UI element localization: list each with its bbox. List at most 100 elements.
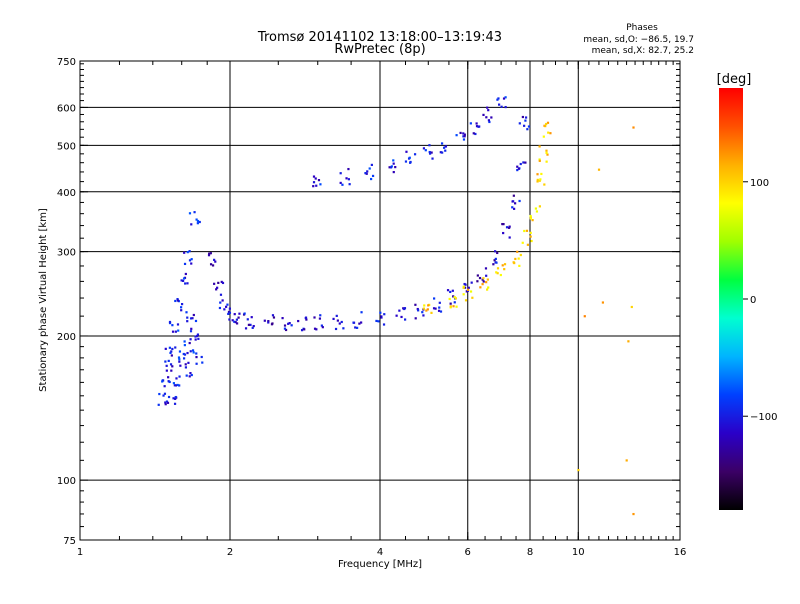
data-point [218, 306, 222, 310]
data-point [379, 311, 382, 314]
data-point [267, 321, 270, 324]
data-point [464, 283, 467, 286]
data-point [297, 319, 300, 323]
data-point [482, 113, 485, 117]
data-point [497, 97, 500, 100]
data-point [169, 363, 173, 366]
data-point [395, 314, 398, 317]
data-point [284, 328, 288, 332]
data-point [182, 357, 186, 360]
data-point [335, 314, 338, 317]
data-point [225, 305, 228, 308]
data-point [427, 304, 430, 307]
data-point [194, 319, 198, 323]
colorbar [719, 88, 743, 510]
data-point [371, 174, 375, 178]
data-point [213, 282, 216, 285]
data-point [400, 315, 403, 319]
data-point [416, 307, 419, 311]
data-point [183, 344, 186, 347]
data-point [221, 281, 225, 285]
data-point [208, 252, 211, 255]
data-point [444, 145, 447, 148]
data-point [630, 305, 633, 309]
data-point [283, 324, 287, 327]
colorbar-ticks: 100 0 −100 [743, 178, 777, 423]
data-point [526, 243, 529, 246]
x-tick-label: 1 [77, 547, 83, 558]
data-point [163, 385, 166, 388]
data-point [496, 272, 499, 275]
data-point [547, 131, 550, 134]
data-point [223, 308, 226, 311]
data-point [164, 403, 167, 406]
data-point [522, 161, 525, 164]
data-point [157, 403, 160, 406]
data-point [375, 319, 378, 323]
data-point [481, 278, 484, 281]
series-group [422, 121, 552, 314]
data-point [207, 254, 211, 257]
data-point [360, 321, 363, 324]
data-point [426, 308, 429, 311]
data-point [425, 309, 428, 312]
data-point [184, 272, 187, 276]
data-point [508, 225, 511, 228]
data-point [530, 239, 533, 243]
data-point [171, 365, 174, 368]
data-point [193, 211, 196, 214]
data-point [382, 323, 386, 326]
data-point [388, 166, 391, 169]
data-point [195, 362, 198, 365]
data-point [542, 135, 545, 138]
data-point [179, 306, 183, 309]
data-point [166, 401, 170, 404]
data-point [165, 400, 169, 403]
data-point [482, 280, 485, 283]
data-point [451, 289, 454, 292]
data-point [475, 122, 478, 125]
data-point [189, 317, 193, 320]
data-point [495, 261, 498, 264]
data-point [403, 318, 407, 321]
data-point [360, 311, 363, 314]
data-point [348, 183, 351, 186]
data-point [168, 346, 171, 349]
data-point [517, 257, 520, 260]
data-point [167, 395, 171, 399]
data-point [179, 364, 182, 367]
colorbar-tick-label: 0 [750, 295, 756, 306]
data-point [485, 116, 488, 119]
data-point [597, 168, 601, 171]
data-point [178, 384, 181, 387]
data-point [174, 397, 177, 400]
data-point [180, 309, 183, 312]
data-point [474, 132, 477, 136]
data-point [486, 288, 489, 291]
x-tick-label: 16 [674, 547, 687, 558]
data-point [183, 353, 187, 356]
data-point [518, 122, 521, 125]
data-point [172, 397, 175, 400]
data-point [583, 315, 586, 318]
data-point [536, 178, 539, 181]
data-point [454, 297, 457, 300]
data-point [196, 219, 200, 223]
data-point [524, 116, 528, 119]
data-point [174, 384, 178, 387]
data-point [462, 293, 465, 296]
data-point [523, 229, 526, 233]
data-point [432, 307, 436, 310]
chart-title: Tromsø 20141102 13:18:00–13:19:43 [257, 30, 502, 45]
data-point [209, 263, 213, 266]
data-point [366, 170, 369, 173]
data-point [170, 369, 173, 372]
data-point [247, 323, 250, 326]
data-point [442, 146, 446, 149]
data-point [186, 351, 189, 355]
data-point [531, 219, 534, 222]
data-point [182, 352, 185, 356]
data-point [508, 226, 511, 229]
colorbar-label: [deg] [717, 72, 752, 87]
data-point [190, 223, 193, 226]
